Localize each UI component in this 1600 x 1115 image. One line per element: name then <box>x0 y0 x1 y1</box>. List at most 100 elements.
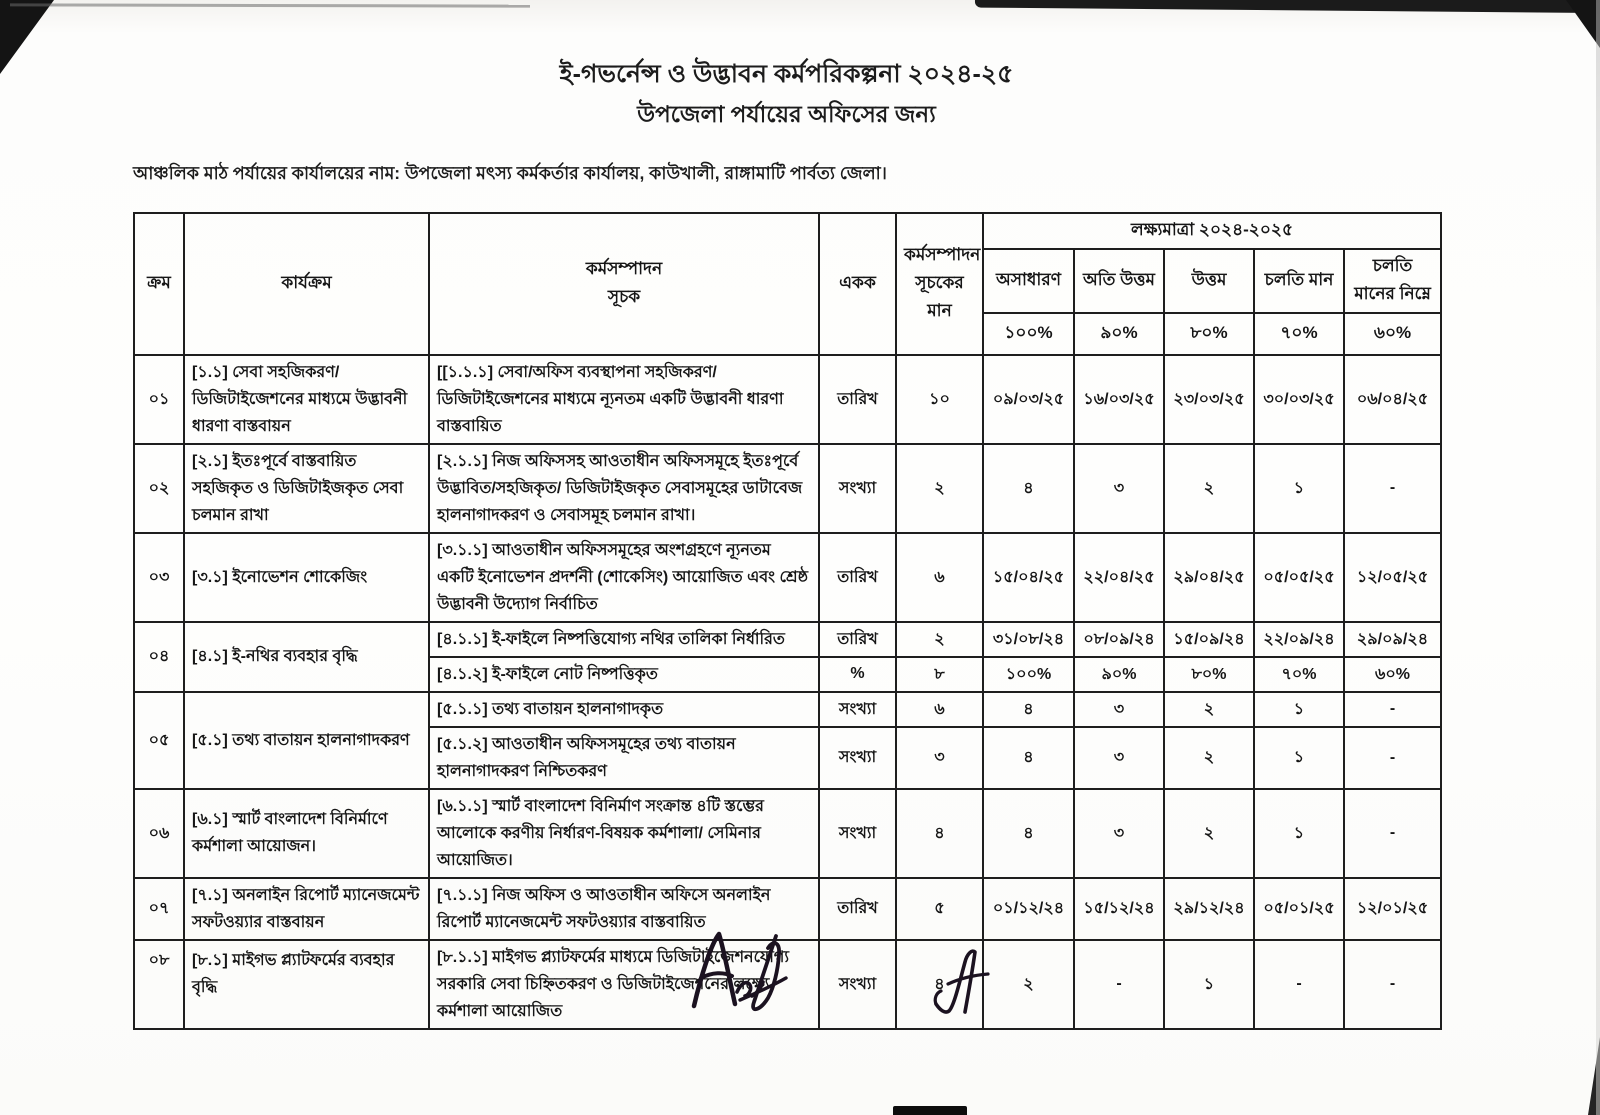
signature-handwritten-left <box>688 928 798 1023</box>
unit-cell: সংখ্যা <box>818 938 897 1030</box>
target-cell: ২৯/০৯/২৪ <box>1342 620 1443 658</box>
target-cell: ২৯/১২/২৪ <box>1163 876 1255 941</box>
scan-right-edge-shadow <box>1596 0 1600 1115</box>
target-cell: ৪ <box>982 787 1075 879</box>
action-plan-table: ক্রম কার্যক্রম কর্মসম্পাদন সূচক একক কর্ম… <box>133 211 1443 1030</box>
target-cell: ০১/১২/২৪ <box>982 876 1075 941</box>
target-cell: ১২/০১/২৫ <box>1342 876 1443 941</box>
unit-cell: % <box>818 655 897 693</box>
weight-cell: ৪ <box>895 787 984 879</box>
target-cell: ১ <box>1253 787 1345 879</box>
target-cell: ২৩/০৩/২৫ <box>1163 353 1255 445</box>
activity-cell: [৫.১] তথ্য বাতায়ন হালনাগাদকরণ <box>183 690 430 790</box>
weight-cell: ২ <box>895 442 984 534</box>
target-cell: ২ <box>1163 725 1255 790</box>
weight-cell: ৬ <box>895 690 984 728</box>
table-row-04a: ০৪ [৪.১] ই-নথির ব্যবহার বৃদ্ধি [৪.১.১] ই… <box>133 620 1443 693</box>
target-cell: ০৯/০৩/২৫ <box>982 353 1075 445</box>
target-cell: ১৫/০৯/২৪ <box>1163 620 1255 658</box>
header-row-levels: অসাধারণ অতি উত্তম উত্তম চলতি মান চলতি মা… <box>134 247 1443 314</box>
target-cell: - <box>1073 938 1165 1030</box>
serial-cell: ০৭ <box>133 876 185 941</box>
office-name-line: আঞ্চলিক মাঠ পর্যায়ের কার্যালয়ের নাম: উ… <box>133 162 887 183</box>
target-cell: ২২/০৪/২৫ <box>1073 531 1165 623</box>
table-row-05b: [৫.১.২] আওতাধীন অফিসসমূহের তথ্য বাতায়ন … <box>134 725 1443 790</box>
col-header-level-current: চলতি মান <box>1253 247 1345 314</box>
col-header-indicator: কর্মসম্পাদন সূচক <box>428 211 820 356</box>
document-subtitle: উপজেলা পর্যায়ের অফিসের জন্য <box>637 100 936 127</box>
activity-cell: [৬.১] স্মার্ট বাংলাদেশ বিনির্মাণে কর্মশা… <box>183 787 430 879</box>
unit-cell: তারিখ <box>818 876 897 941</box>
col-header-activity: কার্যক্রম <box>183 211 430 356</box>
unit-cell: সংখ্যা <box>818 442 897 534</box>
header-row-percents: ১০০% ৯০% ৮০% ৭০% ৬০% <box>134 311 1443 356</box>
table-row-06: ০৬ [৬.১] স্মার্ট বাংলাদেশ বিনির্মাণে কর্… <box>133 787 1443 879</box>
target-cell: ১ <box>1163 938 1255 1030</box>
target-cell: ৩ <box>1073 787 1165 879</box>
target-cell: ০৮/০৯/২৪ <box>1073 620 1165 658</box>
target-cell: ২৯/০৪/২৫ <box>1163 531 1255 623</box>
indicator-cell: [৭.১.১] নিজ অফিস ও আওতাধীন অফিসে অনলাইন … <box>428 876 820 941</box>
indicator-cell: [৮.১.১] মাইগভ প্ল্যাটফর্মের মাধ্যমে ডিজি… <box>428 938 820 1030</box>
table-row-01: ০১ [১.১] সেবা সহজিকরণ/ ডিজিটাইজেশনের মাধ… <box>133 353 1443 445</box>
unit-cell: তারিখ <box>818 620 897 658</box>
col-header-level-below-current: চলতি মানের নিম্নে <box>1342 247 1443 314</box>
serial-cell: ০১ <box>133 353 185 445</box>
indicator-cell: [৩.১.১] আওতাধীন অফিসসমূহের অংশগ্রহণে ন্য… <box>428 531 820 623</box>
indicator-cell: [৪.১.২] ই-ফাইলে নোট নিষ্পত্তিকৃত <box>428 655 820 693</box>
target-cell: ২ <box>1163 442 1255 534</box>
percent-90: ৯০% <box>1073 311 1165 356</box>
document-content: ই-গভর্নেন্স ও উদ্ভাবন কর্মপরিকল্পনা ২০২৪… <box>133 58 1443 1030</box>
col-header-level-outstanding: অসাধারণ <box>982 247 1075 314</box>
unit-cell: সংখ্যা <box>818 725 897 790</box>
activity-cell: [২.১] ইতঃপূর্বে বাস্তবায়িত সহজিকৃত ও ডি… <box>183 442 430 534</box>
percent-100: ১০০% <box>982 311 1075 356</box>
indicator-cell: [৬.১.১] স্মার্ট বাংলাদেশ বিনির্মাণ সংক্র… <box>428 787 820 879</box>
target-cell: ৪ <box>982 690 1075 728</box>
serial-cell: ০২ <box>133 442 185 534</box>
target-cell: ২ <box>1163 690 1255 728</box>
weight-cell: ৬ <box>895 531 984 623</box>
table-row-07: ০৭ [৭.১] অনলাইন রিপোর্ট ম্যানেজমেন্ট সফট… <box>133 876 1443 941</box>
target-cell: - <box>1253 938 1345 1030</box>
weight-cell: ৮ <box>895 655 984 693</box>
target-cell: - <box>1342 442 1443 534</box>
target-cell: ১২/০৫/২৫ <box>1342 531 1443 623</box>
target-cell: ২ <box>982 938 1075 1030</box>
serial-cell: ০৬ <box>133 787 185 879</box>
target-cell: ৩১/০৮/২৪ <box>982 620 1075 658</box>
target-cell: ১০০% <box>982 655 1075 693</box>
target-cell: ১ <box>1253 690 1345 728</box>
document-title: ই-গভর্নেন্স ও উদ্ভাবন কর্মপরিকল্পনা ২০২৪… <box>559 60 1014 88</box>
serial-cell: ০৫ <box>133 690 185 790</box>
target-cell: ৩ <box>1073 725 1165 790</box>
target-cell: ৮০% <box>1163 655 1255 693</box>
unit-cell: তারিখ <box>818 353 897 445</box>
activity-cell: [৩.১] ইনোভেশন শোকেজিং <box>183 531 430 623</box>
activity-cell: [৪.১] ই-নথির ব্যবহার বৃদ্ধি <box>183 620 430 693</box>
col-header-level-good: উত্তম <box>1163 247 1255 314</box>
col-header-unit: একক <box>818 211 897 356</box>
target-cell: ০৬/০৪/২৫ <box>1342 353 1443 445</box>
scan-top-edge-band <box>974 0 1600 13</box>
scan-top-edge-line <box>9 3 531 8</box>
target-cell: ১৫/১২/২৪ <box>1073 876 1165 941</box>
indicator-cell: [৫.১.২] আওতাধীন অফিসসমূহের তথ্য বাতায়ন … <box>428 725 820 790</box>
target-cell: - <box>1342 938 1443 1030</box>
percent-70: ৭০% <box>1253 311 1345 356</box>
weight-cell: ২ <box>895 620 984 658</box>
activity-cell: [৭.১] অনলাইন রিপোর্ট ম্যানেজমেন্ট সফটওয়… <box>183 876 430 941</box>
target-cell: ৯০% <box>1073 655 1165 693</box>
col-header-weight: কর্মসম্পাদন সূচকের মান <box>895 211 984 356</box>
serial-cell: ০৩ <box>133 531 185 623</box>
percent-60: ৬০% <box>1342 311 1443 356</box>
header-row-group: ক্রম কার্যক্রম কর্মসম্পাদন সূচক একক কর্ম… <box>133 211 1443 356</box>
col-header-target-group: লক্ষ্যমাত্রা ২০২৪-২০২৫ <box>981 211 1443 250</box>
scan-corner-mark-top-left <box>0 0 54 74</box>
target-cell: ০৫/০১/২৫ <box>1253 876 1345 941</box>
scan-bottom-edge-mark <box>893 1106 967 1115</box>
unit-cell: তারিখ <box>818 531 897 623</box>
target-cell: ৩ <box>1073 442 1165 534</box>
serial-cell: ০৮ <box>133 938 185 1030</box>
